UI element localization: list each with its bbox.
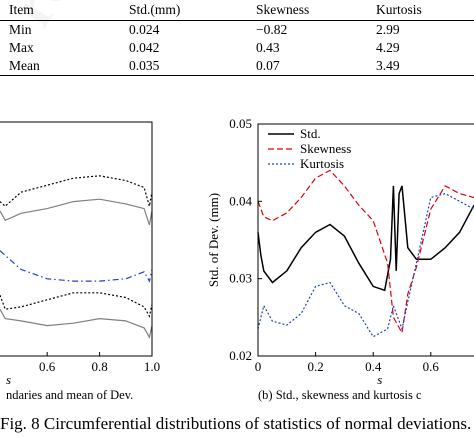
table-cell: 0.024 <box>129 22 160 37</box>
right-x-tick-label: 0 <box>255 359 262 374</box>
left-series-line <box>0 308 153 339</box>
table-cell: 0.43 <box>256 40 280 55</box>
table-row: Min 0.024 −0.82 2.99 <box>0 21 474 40</box>
left-x-tick-label: 1.0 <box>144 359 160 374</box>
right-subcaption: (b) Std., skewness and kurtosis c <box>258 388 422 402</box>
table-header-row: Item Std.(mm) Skewness Kurtosis <box>0 0 474 21</box>
right-x-tick-label: 0.4 <box>365 359 382 374</box>
right-series-line-skewness <box>257 169 474 335</box>
right-series-line-std <box>257 185 474 292</box>
right-plot-frame <box>257 123 474 357</box>
figure-caption: Fig. 8 Circumferential distributions of … <box>0 414 472 433</box>
right-y-tick-label: 0.05 <box>229 116 252 131</box>
right-series-line-kurtosis <box>257 192 474 338</box>
left-subcaption: ndaries and mean of Dev. <box>6 388 134 402</box>
table-cell: 4.29 <box>376 40 400 55</box>
table-cell: −0.82 <box>256 22 288 37</box>
left-x-tick-label: 0.8 <box>91 359 107 374</box>
table-cell: 0.07 <box>256 57 376 76</box>
statistics-table: Item Std.(mm) Skewness Kurtosis Min 0.02… <box>0 0 474 76</box>
legend-label: Kurtosis <box>300 156 344 171</box>
table-row: Max 0.042 0.43 4.29 <box>0 39 474 57</box>
legend-label: Skewness <box>300 141 351 156</box>
legend-label: Std. <box>300 126 321 141</box>
table-header-cell: Kurtosis <box>376 0 474 21</box>
left-series-line <box>0 250 153 283</box>
right-x-tick-label: 0.6 <box>423 359 440 374</box>
table-header-cell: Std.(mm) <box>129 0 256 21</box>
right-x-axis-label: s <box>377 372 382 387</box>
right-y-tick-label: 0.03 <box>229 271 252 286</box>
table-cell: Max <box>9 40 34 55</box>
left-series-line <box>0 292 153 318</box>
table-cell: Mean <box>0 57 129 76</box>
left-series-line <box>0 175 153 208</box>
right-y-tick-label: 0.02 <box>229 348 252 363</box>
left-series-line <box>0 198 153 226</box>
left-x-axis-label: s <box>6 372 11 387</box>
table-cell: 0.035 <box>129 57 256 76</box>
table-cell: 2.99 <box>376 22 400 37</box>
right-y-axis-label: Std. of Dev. (mm) <box>206 193 221 287</box>
right-x-tick-label: 0.2 <box>307 359 323 374</box>
table-cell: 0.042 <box>129 40 160 55</box>
left-x-tick-label: 0.6 <box>39 359 56 374</box>
table-header-cell: Skewness <box>256 0 376 21</box>
left-plot-frame <box>0 121 153 357</box>
table-cell: 3.49 <box>376 57 474 76</box>
table-cell: Min <box>9 22 32 37</box>
right-y-tick-label: 0.04 <box>229 193 252 208</box>
table-row: Mean 0.035 0.07 3.49 <box>0 57 474 76</box>
table-header-cell: Item <box>0 0 129 21</box>
